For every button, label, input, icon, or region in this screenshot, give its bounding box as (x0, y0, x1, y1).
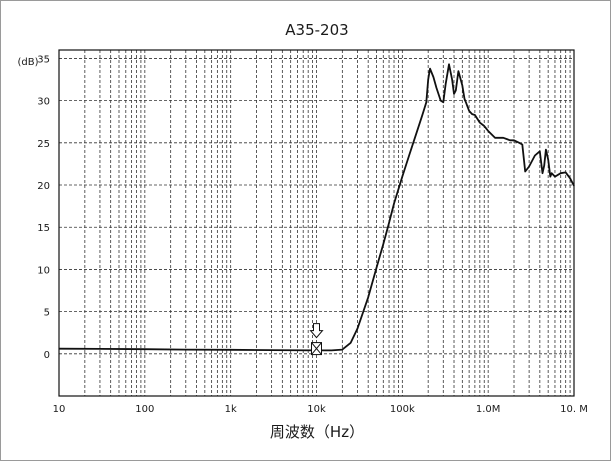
chart-title: A35-203 (285, 21, 348, 39)
y-tick-label: 5 (44, 308, 50, 319)
y-tick-label: 25 (37, 139, 50, 150)
y-tick-label: 0 (44, 350, 50, 361)
x-tick-label: 100 (135, 404, 154, 415)
y-tick-label: 10 (37, 265, 50, 276)
plot-area (58, 49, 575, 397)
y-axis-unit-label: (dB) (17, 57, 38, 68)
frequency-marker (309, 323, 324, 356)
marker-cross (311, 342, 322, 355)
x-tick-label: 1.0M (476, 404, 501, 415)
x-tick-label: 10 (53, 404, 66, 415)
y-tick-label: 30 (37, 97, 50, 108)
y-tick-label: 35 (37, 54, 50, 65)
grid (59, 50, 574, 397)
series-layer (58, 63, 575, 352)
tick-labels: 10 100 1k 10k 100k 1.0M 10. M 0 5 10 15 20 25 30 35 (37, 54, 588, 415)
x-tick-label: 10k (307, 404, 326, 415)
x-tick-label: 10. M (560, 404, 588, 415)
x-axis-label: 周波数（Hz） (270, 423, 364, 441)
y-tick-label: 20 (37, 181, 50, 192)
y-tick-label: 15 (37, 223, 50, 234)
x-tick-label: 1k (225, 404, 237, 415)
marker-arrow (309, 323, 324, 339)
series-line (58, 63, 575, 352)
marker-layer (309, 323, 324, 356)
x-tick-label: 100k (390, 404, 415, 415)
